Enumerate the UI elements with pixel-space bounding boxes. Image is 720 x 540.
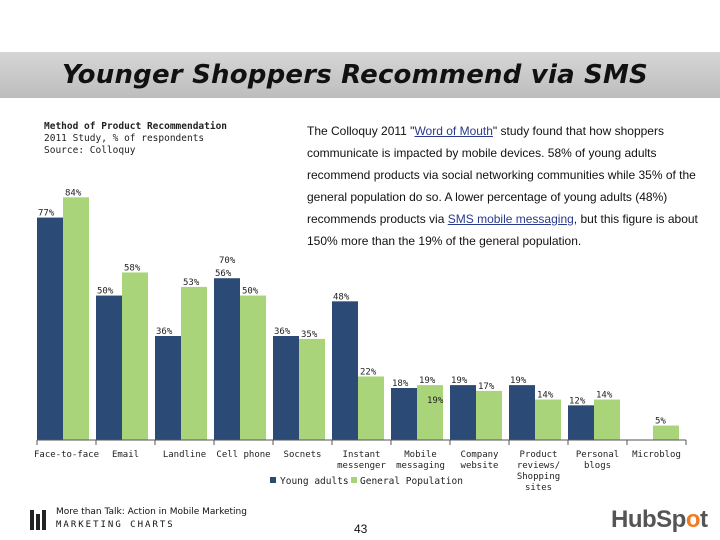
label-general-9: 14% bbox=[596, 391, 613, 401]
label-young-4: 36% bbox=[274, 327, 291, 337]
category-label-1: Email bbox=[112, 450, 139, 460]
extra-label-0: 70% bbox=[219, 256, 236, 266]
bar-young-2 bbox=[155, 336, 181, 440]
label-general-8: 14% bbox=[537, 391, 554, 401]
category-label-4: Socnets bbox=[284, 450, 322, 460]
marketing-charts-logo-icon bbox=[30, 510, 52, 530]
label-young-6: 18% bbox=[392, 379, 409, 389]
label-young-8: 19% bbox=[510, 376, 527, 386]
category-label-5: Instant messenger bbox=[337, 450, 386, 471]
bar-young-5 bbox=[332, 301, 358, 440]
bar-young-7 bbox=[450, 385, 476, 440]
label-general-7: 17% bbox=[478, 382, 495, 392]
legend-label-general: General Population bbox=[360, 476, 463, 487]
bar-general-2 bbox=[181, 286, 207, 440]
category-label-8: Product reviews/Shopping sites bbox=[517, 450, 560, 493]
footer-logo-line1: More than Talk: Action in Mobile Marketi… bbox=[56, 507, 247, 517]
label-young-1: 50% bbox=[97, 287, 114, 297]
bar-young-1 bbox=[96, 295, 122, 440]
label-general-10: 5% bbox=[655, 417, 666, 427]
label-general-0: 84% bbox=[65, 188, 82, 198]
chart-subheading: 2011 Study, % of respondents bbox=[44, 133, 205, 144]
label-young-9: 12% bbox=[569, 396, 586, 406]
bar-young-4 bbox=[273, 336, 299, 440]
category-label-10: Microblog bbox=[632, 450, 681, 460]
label-young-3: 56% bbox=[215, 269, 232, 279]
bar-general-10 bbox=[653, 425, 679, 440]
bar-general-7 bbox=[476, 390, 502, 440]
bar-general-9 bbox=[594, 399, 620, 440]
chart-source: Source: Colloquy bbox=[44, 145, 136, 156]
chart-heading: Method of Product Recommendation bbox=[44, 121, 228, 132]
category-label-9: Personal blogs bbox=[576, 450, 619, 471]
bar-general-6 bbox=[417, 385, 443, 440]
para-text-2: " study found that how shoppers communic… bbox=[307, 124, 696, 226]
word-of-mouth-link[interactable]: Word of Mouth bbox=[414, 124, 493, 138]
legend-swatch-general bbox=[351, 477, 357, 483]
bar-general-8 bbox=[535, 399, 561, 440]
hubspot-logo: HubSpot bbox=[611, 506, 708, 533]
slide-title: Younger Shoppers Recommend via SMS bbox=[62, 60, 648, 90]
bar-general-3 bbox=[240, 295, 266, 440]
label-general-5: 22% bbox=[360, 367, 377, 377]
label-young-5: 48% bbox=[333, 292, 350, 302]
bar-young-8 bbox=[509, 385, 535, 440]
label-general-1: 58% bbox=[124, 263, 141, 273]
label-general-3: 50% bbox=[242, 287, 259, 297]
bar-general-4 bbox=[299, 338, 325, 440]
chart-header: Method of Product Recommendation 2011 St… bbox=[44, 121, 227, 157]
bar-young-9 bbox=[568, 405, 594, 440]
category-label-7: Company website bbox=[461, 450, 500, 471]
label-general-4: 35% bbox=[301, 330, 318, 340]
para-text-3: , but this figure is about 150% more tha… bbox=[307, 212, 698, 248]
label-general-6: 19% bbox=[419, 376, 436, 386]
extra-label-1: 19% bbox=[427, 396, 444, 406]
label-young-7: 19% bbox=[451, 376, 468, 386]
page-number: 43 bbox=[354, 522, 368, 536]
category-label-3: Cell phone bbox=[216, 450, 270, 460]
description-paragraph: The Colloquy 2011 "Word of Mouth" study … bbox=[307, 120, 707, 252]
title-band bbox=[0, 52, 720, 98]
bar-young-0 bbox=[37, 217, 63, 440]
category-label-0: Face-to-face bbox=[34, 450, 99, 460]
bar-young-6 bbox=[391, 388, 417, 440]
bar-general-1 bbox=[122, 272, 148, 440]
footer-logo-line2: MARKETING CHARTS bbox=[56, 520, 175, 530]
sms-mobile-messaging-link[interactable]: SMS mobile messaging bbox=[447, 212, 574, 226]
legend-label-young: Young adults bbox=[280, 476, 349, 487]
bar-young-3 bbox=[214, 278, 240, 440]
legend-swatch-young bbox=[270, 477, 276, 483]
category-label-6: Mobile messaging bbox=[396, 450, 445, 471]
category-label-2: Landline bbox=[163, 450, 206, 460]
label-general-2: 53% bbox=[183, 278, 200, 288]
bar-general-5 bbox=[358, 376, 384, 440]
para-text-1: The Colloquy 2011 " bbox=[307, 124, 415, 138]
bar-general-0 bbox=[63, 197, 89, 440]
label-young-2: 36% bbox=[156, 327, 173, 337]
label-young-0: 77% bbox=[38, 209, 55, 219]
